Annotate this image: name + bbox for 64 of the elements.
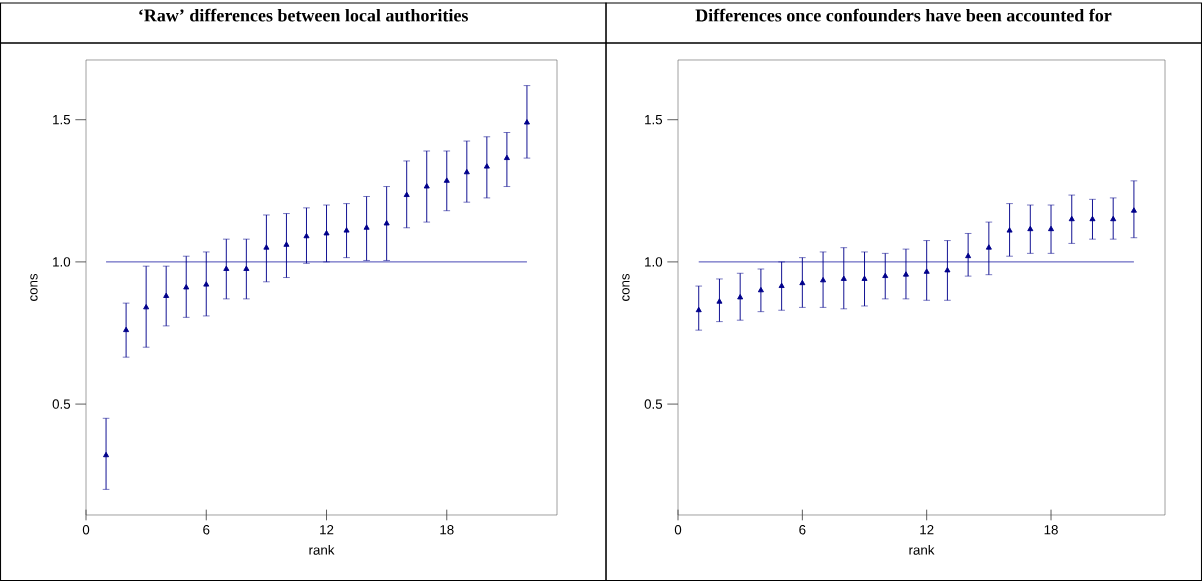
point bbox=[840, 275, 847, 281]
point bbox=[902, 271, 909, 277]
point bbox=[861, 275, 868, 281]
point bbox=[757, 286, 764, 293]
chart-title: ‘Raw’ differences between local authorities bbox=[139, 8, 468, 22]
point bbox=[263, 244, 270, 250]
point bbox=[303, 232, 310, 239]
point bbox=[103, 451, 110, 458]
point bbox=[1130, 207, 1137, 213]
x-axis-title: rank bbox=[309, 544, 335, 555]
x-tick-label: 6 bbox=[799, 525, 806, 535]
y-axis-title: cons bbox=[622, 273, 630, 302]
point bbox=[965, 252, 972, 259]
point bbox=[463, 168, 470, 175]
point bbox=[1068, 215, 1075, 222]
point bbox=[985, 244, 992, 250]
point bbox=[1027, 225, 1034, 232]
point bbox=[503, 154, 510, 161]
point bbox=[882, 272, 889, 279]
point bbox=[363, 224, 370, 230]
point bbox=[383, 220, 390, 226]
y-tick-label: 1.5 bbox=[53, 115, 71, 125]
point bbox=[283, 241, 290, 247]
point bbox=[944, 267, 951, 273]
x-axis-title: rank bbox=[909, 544, 935, 555]
point bbox=[1006, 227, 1013, 233]
y-axis-title: cons bbox=[30, 273, 38, 302]
point bbox=[737, 294, 744, 300]
x-tick-label: 12 bbox=[320, 525, 334, 535]
point bbox=[183, 284, 190, 290]
y-tick-label: 0.5 bbox=[52, 399, 71, 409]
point bbox=[323, 230, 330, 236]
point bbox=[243, 265, 250, 271]
point bbox=[483, 163, 490, 169]
chart-title: Differences once confounders have been accounted for bbox=[695, 8, 1112, 22]
x-tick-label: 0 bbox=[82, 525, 90, 535]
point bbox=[1110, 215, 1117, 222]
point bbox=[1048, 225, 1055, 232]
point bbox=[123, 326, 130, 333]
point bbox=[923, 268, 930, 274]
point bbox=[403, 191, 410, 197]
x-tick-label: 18 bbox=[1044, 525, 1058, 535]
x-tick-label: 6 bbox=[203, 525, 210, 535]
y-tick-label: 1.0 bbox=[645, 257, 663, 267]
point bbox=[716, 298, 723, 304]
y-tick-label: 0.5 bbox=[644, 399, 663, 409]
point bbox=[343, 227, 350, 233]
point bbox=[523, 119, 530, 125]
point bbox=[820, 276, 827, 283]
x-tick-label: 0 bbox=[674, 525, 682, 535]
point bbox=[143, 303, 150, 310]
point bbox=[423, 183, 430, 189]
y-tick-label: 1.5 bbox=[645, 115, 663, 125]
point bbox=[203, 281, 210, 287]
point bbox=[163, 292, 170, 298]
point bbox=[778, 282, 785, 288]
x-tick-label: 18 bbox=[440, 525, 454, 535]
x-tick-label: 12 bbox=[920, 525, 934, 535]
point bbox=[443, 177, 450, 183]
y-tick-label: 1.0 bbox=[53, 257, 71, 267]
point bbox=[799, 279, 806, 286]
point bbox=[223, 265, 230, 271]
point bbox=[1089, 215, 1096, 222]
point bbox=[695, 306, 702, 313]
